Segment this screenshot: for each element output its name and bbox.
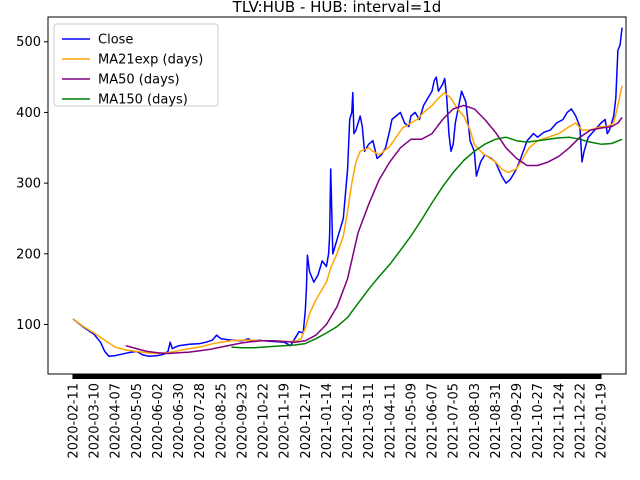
series-layer: [72, 27, 623, 358]
legend-label-0: Close: [98, 33, 133, 48]
series-line-3: [231, 136, 623, 349]
x-tick-label-16: 2021-05-09: [404, 383, 419, 459]
x-tick-label-15: 2021-04-11: [383, 383, 398, 459]
x-tick-label-7: 2020-08-25: [214, 383, 229, 459]
x-tick-label-10: 2020-11-19: [278, 383, 293, 459]
x-tick-label-17: 2021-06-07: [426, 383, 441, 459]
chart-title: TLV:HUB - HUB: interval=1d: [232, 0, 442, 16]
x-tick-label-25: 2022-01-19: [595, 383, 610, 459]
y-axis: 100 200 300 400 500: [16, 35, 48, 333]
x-tick-label-2: 2020-04-07: [109, 383, 124, 459]
x-tick-label-18: 2021-07-05: [447, 383, 462, 459]
x-tick-label-14: 2021-03-11: [362, 383, 377, 459]
y-tick-label-3: 400: [16, 106, 41, 121]
y-tick-label-0: 100: [16, 318, 41, 333]
x-tick-label-6: 2020-07-28: [193, 383, 208, 459]
x-tick-label-11: 2020-12-17: [299, 383, 314, 459]
x-tick-label-23: 2021-11-24: [552, 383, 567, 459]
series-line-1: [72, 85, 623, 355]
legend-label-2: MA50 (days): [98, 73, 180, 88]
x-tick-label-9: 2020-10-22: [257, 383, 272, 459]
y-tick-label-1: 200: [16, 247, 41, 262]
x-tick-label-0: 2020-02-11: [67, 383, 82, 459]
legend: Close MA21exp (days) MA50 (days) MA150 (day…: [53, 23, 219, 108]
x-tick-label-21: 2021-09-29: [510, 383, 525, 459]
x-tick-label-8: 2020-09-23: [236, 383, 251, 459]
x-tick-label-3: 2020-05-05: [130, 383, 145, 459]
legend-box: [53, 23, 219, 107]
x-minor-ticks: [72, 374, 602, 379]
x-tick-label-19: 2021-08-03: [468, 383, 483, 459]
y-tick-label-2: 300: [16, 177, 41, 192]
x-tick-label-12: 2021-01-14: [320, 383, 335, 459]
x-axis: 2020-02-11 2020-03-10 2020-04-07 2020-05-05…: [67, 374, 610, 459]
x-tick-label-22: 2021-10-27: [531, 383, 546, 459]
legend-label-1: MA21exp (days): [98, 53, 203, 68]
x-tick-label-20: 2021-08-31: [489, 383, 504, 459]
y-tick-label-4: 500: [16, 35, 41, 50]
legend-label-3: MA150 (days): [98, 93, 188, 108]
x-tick-label-5: 2020-06-30: [172, 383, 187, 459]
series-line-2: [125, 104, 623, 355]
x-tick-label-13: 2021-02-11: [341, 383, 356, 459]
x-tick-label-1: 2020-03-10: [88, 383, 103, 459]
series-line-0: [72, 27, 623, 358]
x-tick-label-24: 2021-12-22: [573, 383, 588, 459]
x-tick-label-4: 2020-06-02: [151, 383, 166, 459]
